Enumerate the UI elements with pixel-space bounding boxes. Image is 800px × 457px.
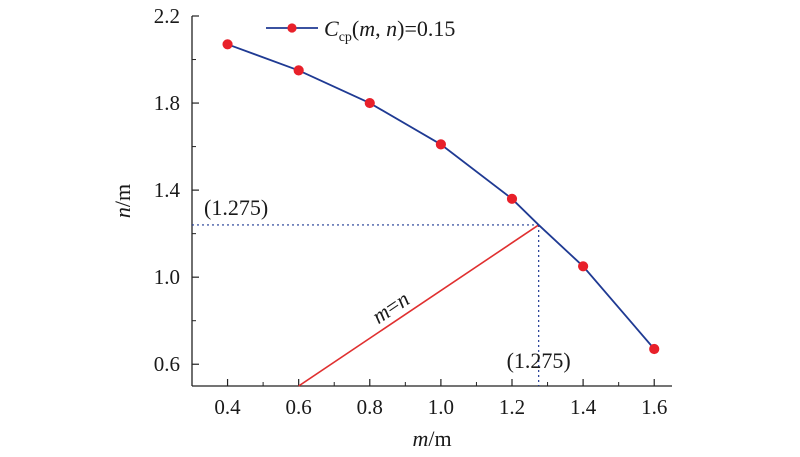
intersection-guides: (1.275) (1.275) (192, 195, 571, 386)
x-tick-label: 1.0 (428, 395, 454, 419)
data-point (506, 193, 518, 204)
data-point (435, 139, 446, 150)
data-point (649, 343, 660, 355)
y-tick-label: 0.6 (154, 352, 180, 376)
y-tick-label: 1.8 (154, 91, 180, 115)
axes: 0.4 0.6 0.8 1.0 1.2 1.4 1.6 0.6 1.0 1.4 1.8 2.2 m/m n… (110, 4, 672, 451)
legend-marker-sample (287, 23, 297, 33)
x-axis-title: m/m (412, 426, 451, 451)
legend-label: Ccp(m, n)=0.15 (324, 16, 455, 45)
data-point (293, 65, 304, 76)
data-point (578, 261, 589, 272)
x-tick-label: 0.4 (214, 395, 241, 419)
x-tick-label: 1.4 (570, 395, 597, 419)
x-tick-label: 0.8 (357, 395, 383, 419)
x-intersection-label: (1.275) (507, 348, 571, 373)
series-line (227, 43, 655, 350)
x-tick-label: 1.6 (641, 395, 667, 419)
data-point (222, 39, 233, 50)
x-tick-label: 1.2 (499, 395, 525, 419)
legend: Ccp(m, n)=0.15 (266, 16, 455, 45)
reference-line-label: m=n (367, 286, 414, 329)
y-intersection-label: (1.275) (204, 195, 268, 220)
x-tick-label: 0.6 (286, 395, 312, 419)
data-point (364, 97, 375, 109)
reference-line-m-equals-n (298, 224, 540, 387)
y-tick-label: 1.0 (154, 265, 180, 289)
y-tick-label: 2.2 (154, 4, 180, 28)
y-tick-label: 1.4 (154, 178, 181, 202)
y-axis-title: n/m (110, 184, 135, 218)
reference-line-group: m=n (298, 224, 540, 387)
series-group (222, 39, 660, 355)
